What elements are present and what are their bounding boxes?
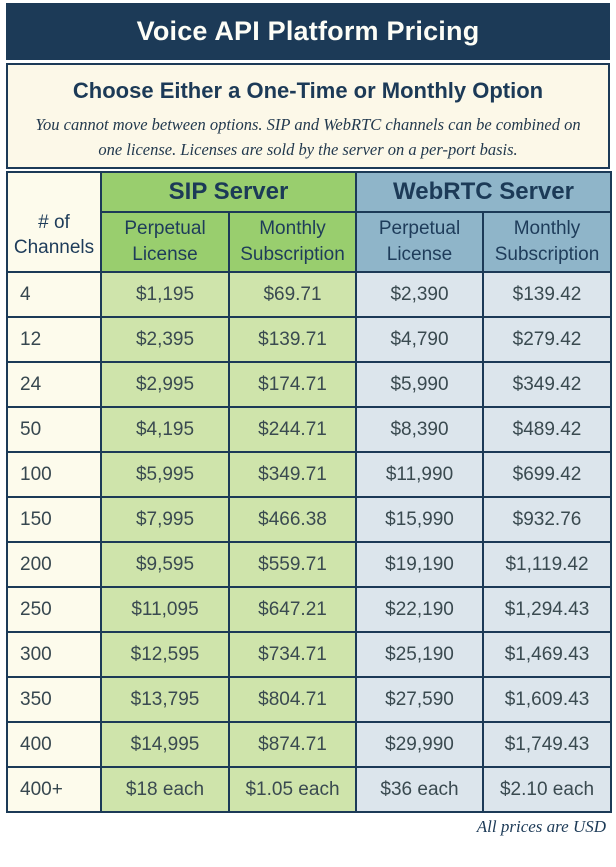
sip-monthly-price-cell: $1.05 each: [228, 766, 357, 813]
webrtc-perpetual-price-cell: $22,190: [355, 586, 484, 633]
channels-cell: 200: [6, 541, 102, 588]
option-note-panel: Choose Either a One-Time or Monthly Opti…: [6, 63, 610, 169]
channels-column-header: # of Channels: [6, 171, 102, 273]
group-header-row: # of Channels SIP Server WebRTC Server: [6, 171, 613, 273]
channels-cell: 100: [6, 451, 102, 498]
webrtc-monthly-price-cell: $139.42: [481, 271, 613, 318]
sip-perpetual-price-cell: $11,095: [100, 586, 230, 633]
sip-perpetual-price-cell: $7,995: [100, 496, 230, 543]
webrtc-perpetual-price-cell: $2,390: [355, 271, 484, 318]
sip-perpetual-price-cell: $9,595: [100, 541, 230, 588]
table-row: 4 $1,195 $69.71 $2,390 $139.42: [6, 271, 613, 318]
table-row: 400+ $18 each $1.05 each $36 each $2.10 …: [6, 766, 613, 813]
pricing-table-header: # of Channels SIP Server WebRTC Server P…: [6, 171, 613, 273]
webrtc-perpetual-price-cell: $36 each: [355, 766, 484, 813]
webrtc-monthly-price-cell: $1,119.42: [481, 541, 613, 588]
sip-monthly-price-cell: $874.71: [228, 721, 357, 768]
sip-perpetual-price-cell: $2,395: [100, 316, 230, 363]
webrtc-perpetual-price-cell: $19,190: [355, 541, 484, 588]
sip-perpetual-price-cell: $2,995: [100, 361, 230, 408]
table-row: 150 $7,995 $466.38 $15,990 $932.76: [6, 496, 613, 543]
sip-perpetual-price-cell: $4,195: [100, 406, 230, 453]
webrtc-monthly-price-cell: $1,609.43: [481, 676, 613, 723]
webrtc-perpetual-price-cell: $29,990: [355, 721, 484, 768]
table-row: 350 $13,795 $804.71 $27,590 $1,609.43: [6, 676, 613, 723]
footer-note: All prices are USD: [476, 817, 606, 836]
webrtc-monthly-price-cell: $1,749.43: [481, 721, 613, 768]
webrtc-monthly-price-cell: $932.76: [481, 496, 613, 543]
sip-perpetual-price-cell: $5,995: [100, 451, 230, 498]
sip-monthly-price-cell: $466.38: [228, 496, 357, 543]
webrtc-perpetual-price-cell: $27,590: [355, 676, 484, 723]
channels-cell: 400: [6, 721, 102, 768]
pricing-table: # of Channels SIP Server WebRTC Server P…: [6, 171, 613, 813]
webrtc-perpetual-price-cell: $5,990: [355, 361, 484, 408]
sip-perpetual-price-cell: $13,795: [100, 676, 230, 723]
webrtc-server-group-header: WebRTC Server: [354, 171, 613, 213]
sip-monthly-price-cell: $69.71: [228, 271, 357, 318]
webrtc-perpetual-price-cell: $4,790: [355, 316, 484, 363]
sip-perpetual-price-cell: $12,595: [100, 631, 230, 678]
sip-monthly-price-cell: $559.71: [228, 541, 357, 588]
sip-monthly-price-cell: $734.71: [228, 631, 357, 678]
sip-perpetual-price-cell: $14,995: [100, 721, 230, 768]
webrtc-monthly-subscription-header: Monthly Subscription: [481, 211, 613, 273]
sip-monthly-price-cell: $804.71: [228, 676, 357, 723]
sip-monthly-price-cell: $244.71: [228, 406, 357, 453]
table-row: 400 $14,995 $874.71 $29,990 $1,749.43: [6, 721, 613, 768]
webrtc-monthly-price-cell: $1,294.43: [481, 586, 613, 633]
table-row: 300 $12,595 $734.71 $25,190 $1,469.43: [6, 631, 613, 678]
subtitle: Choose Either a One-Time or Monthly Opti…: [72, 78, 544, 103]
sub-header-row: Perpetual License Monthly Subscription P…: [7, 211, 613, 273]
webrtc-monthly-price-cell: $279.42: [481, 316, 613, 363]
channels-cell: 50: [6, 406, 102, 453]
title-bar: Voice API Platform Pricing: [6, 3, 610, 60]
channels-cell: 250: [6, 586, 102, 633]
channels-cell: 12: [6, 316, 102, 363]
channels-cell: 4: [6, 271, 102, 318]
sip-perpetual-price-cell: $18 each: [100, 766, 230, 813]
webrtc-perpetual-price-cell: $15,990: [355, 496, 484, 543]
channels-cell: 400+: [6, 766, 102, 813]
webrtc-monthly-price-cell: $349.42: [481, 361, 613, 408]
channels-cell: 300: [6, 631, 102, 678]
table-row: 24 $2,995 $174.71 $5,990 $349.42: [6, 361, 613, 408]
webrtc-perpetual-price-cell: $8,390: [355, 406, 484, 453]
sip-monthly-price-cell: $647.21: [228, 586, 357, 633]
sip-perpetual-price-cell: $1,195: [100, 271, 230, 318]
sip-monthly-price-cell: $139.71: [228, 316, 357, 363]
webrtc-monthly-price-cell: $489.42: [481, 406, 613, 453]
table-row: 12 $2,395 $139.71 $4,790 $279.42: [6, 316, 613, 363]
note-text: You cannot move between options. SIP and…: [35, 115, 581, 159]
pricing-rows: 4 $1,195 $69.71 $2,390 $139.42 12 $2,395…: [6, 271, 613, 813]
channels-cell: 350: [6, 676, 102, 723]
webrtc-perpetual-license-header: Perpetual License: [355, 211, 484, 273]
table-row: 100 $5,995 $349.71 $11,990 $699.42: [6, 451, 613, 498]
webrtc-monthly-price-cell: $2.10 each: [481, 766, 613, 813]
webrtc-perpetual-price-cell: $25,190: [355, 631, 484, 678]
sip-monthly-subscription-header: Monthly Subscription: [228, 211, 357, 273]
webrtc-perpetual-price-cell: $11,990: [355, 451, 484, 498]
channels-cell: 24: [6, 361, 102, 408]
page-title: Voice API Platform Pricing: [136, 16, 480, 46]
sip-perpetual-license-header: Perpetual License: [100, 211, 230, 273]
sip-monthly-price-cell: $349.71: [228, 451, 357, 498]
channels-cell: 150: [6, 496, 102, 543]
table-row: 200 $9,595 $559.71 $19,190 $1,119.42: [6, 541, 613, 588]
table-row: 250 $11,095 $647.21 $22,190 $1,294.43: [6, 586, 613, 633]
sip-monthly-price-cell: $174.71: [228, 361, 357, 408]
webrtc-monthly-price-cell: $699.42: [481, 451, 613, 498]
sip-server-group-header: SIP Server: [100, 171, 357, 213]
table-row: 50 $4,195 $244.71 $8,390 $489.42: [6, 406, 613, 453]
webrtc-monthly-price-cell: $1,469.43: [481, 631, 613, 678]
